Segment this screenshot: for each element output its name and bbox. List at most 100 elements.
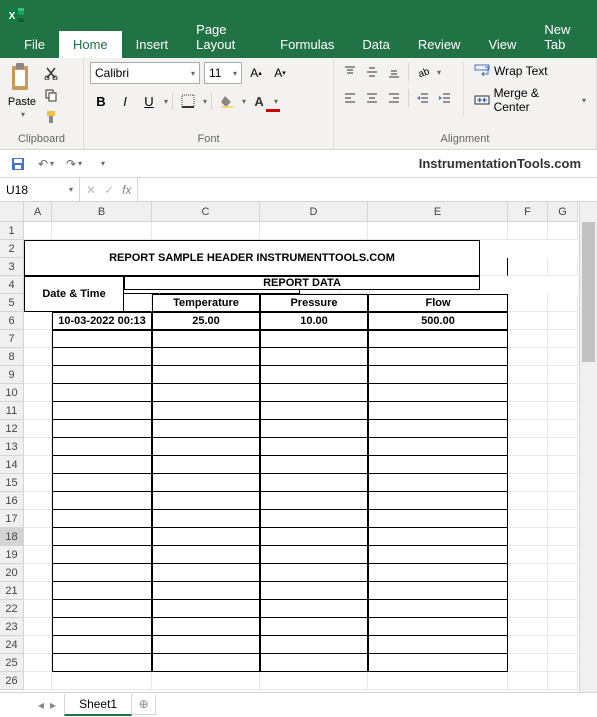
cell-B25[interactable] [52, 654, 152, 672]
cell-F3[interactable] [508, 258, 548, 276]
row-header-19[interactable]: 19 [0, 546, 24, 564]
cell-G10[interactable] [548, 384, 578, 402]
cell-B18[interactable] [52, 528, 152, 546]
cell-B10[interactable] [52, 384, 152, 402]
cell-E23[interactable] [368, 618, 508, 636]
cell-A6[interactable] [24, 312, 52, 330]
cell-E14[interactable] [368, 456, 508, 474]
cell-G23[interactable] [548, 618, 578, 636]
cell-D14[interactable] [260, 456, 368, 474]
cell-A25[interactable] [24, 654, 52, 672]
cell-F21[interactable] [508, 582, 548, 600]
cell-E15[interactable] [368, 474, 508, 492]
cell-C19[interactable] [152, 546, 260, 564]
cell-A14[interactable] [24, 456, 52, 474]
cell-C25[interactable] [152, 654, 260, 672]
cell-C1[interactable] [152, 222, 260, 240]
scrollbar-thumb[interactable] [582, 222, 595, 362]
formula-input[interactable] [138, 178, 597, 201]
cell-F16[interactable] [508, 492, 548, 510]
cell-A12[interactable] [24, 420, 52, 438]
cell-G11[interactable] [548, 402, 578, 420]
cell-A18[interactable] [24, 528, 52, 546]
row-header-4[interactable]: 4 [0, 276, 24, 294]
wrap-text-button[interactable]: Wrap Text [470, 62, 590, 80]
cell-A11[interactable] [24, 402, 52, 420]
cell-A24[interactable] [24, 636, 52, 654]
tab-insert[interactable]: Insert [122, 31, 183, 58]
row-header-11[interactable]: 11 [0, 402, 24, 420]
cell-F5[interactable] [508, 294, 548, 312]
row-header-23[interactable]: 23 [0, 618, 24, 636]
row-header-17[interactable]: 17 [0, 510, 24, 528]
cell-C9[interactable] [152, 366, 260, 384]
font-color-dropdown[interactable]: ▾ [274, 97, 278, 106]
merge-center-button[interactable]: Merge & Center ▾ [470, 84, 590, 116]
cell-D26[interactable] [260, 672, 368, 690]
orientation-dropdown[interactable]: ▾ [437, 68, 441, 77]
borders-button[interactable] [177, 90, 199, 112]
row-header-3[interactable]: 3 [0, 258, 24, 276]
cell-D5[interactable]: Pressure [260, 294, 368, 312]
cell-C4[interactable]: REPORT DATA [124, 276, 480, 290]
cell-D8[interactable] [260, 348, 368, 366]
cell-C14[interactable] [152, 456, 260, 474]
cancel-formula-icon[interactable]: ✕ [86, 183, 96, 197]
row-header-18[interactable]: 18 [0, 528, 24, 546]
row-header-2[interactable]: 2 [0, 240, 24, 258]
cell-E6[interactable]: 500.00 [368, 312, 508, 330]
underline-button[interactable]: U [138, 90, 160, 112]
cell-F12[interactable] [508, 420, 548, 438]
row-header-26[interactable]: 26 [0, 672, 24, 690]
tab-home[interactable]: Home [59, 31, 122, 58]
cell-F13[interactable] [508, 438, 548, 456]
cell-G1[interactable] [548, 222, 578, 240]
cell-A9[interactable] [24, 366, 52, 384]
italic-button[interactable]: I [114, 90, 136, 112]
cell-B4[interactable]: Date & Time [24, 276, 124, 312]
cell-G22[interactable] [548, 600, 578, 618]
cell-B8[interactable] [52, 348, 152, 366]
cell-G3[interactable] [548, 258, 578, 276]
tab-page-layout[interactable]: Page Layout [182, 16, 266, 58]
cell-D11[interactable] [260, 402, 368, 420]
col-header-B[interactable]: B [52, 202, 152, 222]
decrease-indent-icon[interactable] [413, 88, 433, 108]
cell-B24[interactable] [52, 636, 152, 654]
cell-B2[interactable]: REPORT SAMPLE HEADER INSTRUMENTTOOLS.COM [24, 240, 480, 276]
col-header-E[interactable]: E [368, 202, 508, 222]
cell-C24[interactable] [152, 636, 260, 654]
decrease-font-icon[interactable]: A▾ [270, 62, 290, 84]
cell-E26[interactable] [368, 672, 508, 690]
copy-icon[interactable] [42, 86, 60, 104]
cell-F6[interactable] [508, 312, 548, 330]
cell-C15[interactable] [152, 474, 260, 492]
cell-F23[interactable] [508, 618, 548, 636]
cell-F11[interactable] [508, 402, 548, 420]
paste-icon[interactable] [6, 62, 38, 94]
cell-D13[interactable] [260, 438, 368, 456]
cell-G16[interactable] [548, 492, 578, 510]
cell-F24[interactable] [508, 636, 548, 654]
cell-A22[interactable] [24, 600, 52, 618]
cell-B26[interactable] [52, 672, 152, 690]
cell-B22[interactable] [52, 600, 152, 618]
cell-C16[interactable] [152, 492, 260, 510]
cell-F14[interactable] [508, 456, 548, 474]
format-painter-icon[interactable] [42, 108, 60, 126]
cell-A21[interactable] [24, 582, 52, 600]
tab-new-tab[interactable]: New Tab [530, 16, 597, 58]
align-center-icon[interactable] [362, 88, 382, 108]
tab-formulas[interactable]: Formulas [266, 31, 348, 58]
cell-E5[interactable]: Flow [368, 294, 508, 312]
cell-D12[interactable] [260, 420, 368, 438]
cell-G6[interactable] [548, 312, 578, 330]
cell-F25[interactable] [508, 654, 548, 672]
cell-D9[interactable] [260, 366, 368, 384]
cell-C21[interactable] [152, 582, 260, 600]
cell-E19[interactable] [368, 546, 508, 564]
cell-B17[interactable] [52, 510, 152, 528]
cell-F1[interactable] [508, 222, 548, 240]
cell-D17[interactable] [260, 510, 368, 528]
cell-F17[interactable] [508, 510, 548, 528]
